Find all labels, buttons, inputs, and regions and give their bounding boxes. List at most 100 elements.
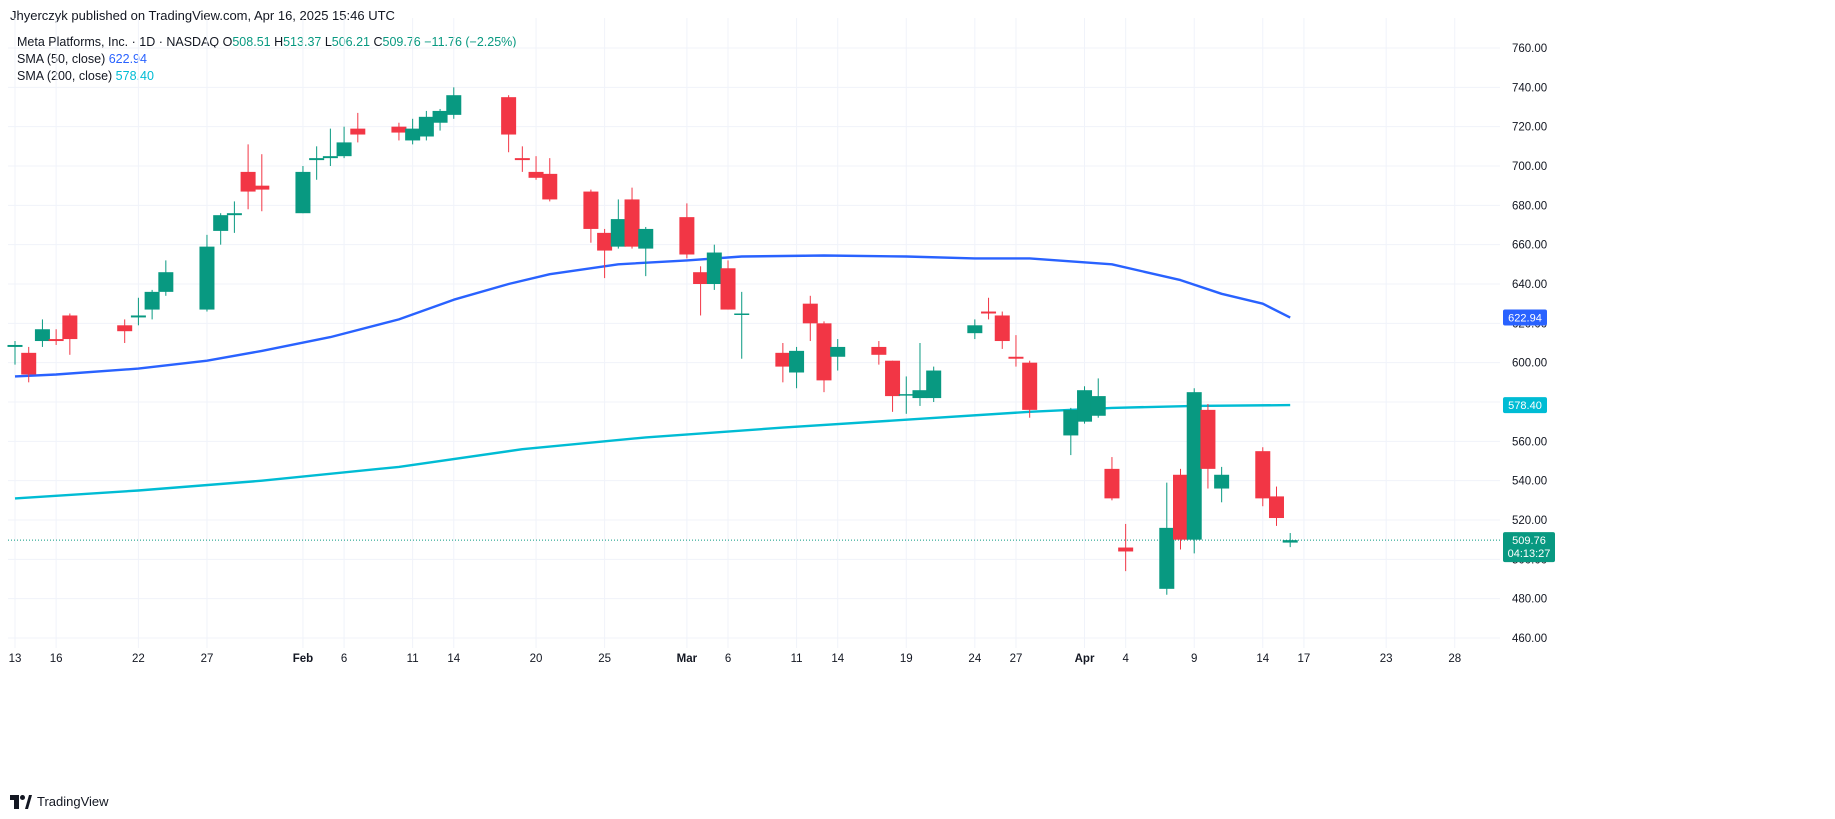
candle-body — [7, 344, 23, 347]
candle-body — [309, 158, 325, 161]
price-tick-label: 540.00 — [1512, 476, 1547, 488]
candle-body — [21, 352, 37, 375]
candle-body — [501, 97, 517, 135]
time-tick-label: 11 — [791, 653, 803, 665]
time-tick-label: 20 — [530, 653, 543, 665]
sma50-legend-row[interactable]: SMA (50, close) 622.94 — [17, 51, 516, 68]
time-tick-label: 28 — [1448, 653, 1461, 665]
candle-body — [226, 213, 242, 216]
candle-body — [158, 272, 174, 292]
time-tick-label: 27 — [201, 653, 214, 665]
candle-body — [871, 346, 887, 355]
sma50-value: 622.94 — [108, 52, 147, 66]
time-tick-label: 11 — [407, 653, 419, 665]
candle-body — [48, 339, 64, 342]
open-label: O — [222, 35, 233, 49]
price-tick-label: 680.00 — [1512, 200, 1547, 212]
time-tick-label: 25 — [598, 653, 611, 665]
candle-body — [432, 110, 448, 123]
candle-body — [542, 173, 558, 200]
candle-body — [610, 219, 626, 247]
candle-body — [1077, 390, 1093, 422]
candle-body — [1118, 547, 1134, 552]
candle-body — [130, 315, 146, 318]
high-value: 513.37 — [283, 35, 322, 49]
candle-body — [199, 246, 215, 310]
candle-body — [885, 360, 901, 397]
candle-body — [1255, 451, 1271, 499]
last-price-tag-value: 509.76 — [1512, 535, 1546, 547]
time-tick-label: 14 — [447, 653, 460, 665]
candle-body — [1022, 362, 1038, 410]
time-tick-label: 23 — [1380, 653, 1393, 665]
time-tick-label: Apr — [1075, 653, 1095, 665]
candle-body — [1104, 468, 1120, 499]
candle-body — [1214, 474, 1230, 489]
sma200-legend-row[interactable]: SMA (200, close) 578.40 — [17, 68, 516, 85]
close-label: C — [373, 35, 383, 49]
time-tick-label: 27 — [1010, 653, 1023, 665]
candle-body — [350, 128, 366, 135]
candle-body — [981, 311, 997, 314]
candle-body — [1268, 496, 1284, 519]
candle-body — [816, 323, 832, 381]
tradingview-logo-icon — [10, 794, 32, 809]
candle-body — [775, 352, 791, 367]
sma200-price-tag — [1503, 397, 1547, 414]
candle-body — [391, 126, 407, 133]
time-tick-label: 17 — [1298, 653, 1311, 665]
price-tick-label: 640.00 — [1512, 279, 1547, 291]
candle-body — [336, 142, 352, 157]
candle-body — [624, 199, 640, 247]
candle-body — [405, 128, 421, 141]
candle-body — [446, 95, 462, 115]
candle-body — [720, 268, 736, 310]
candle-body — [1063, 409, 1079, 436]
candle-body — [1173, 474, 1189, 540]
time-tick-label: 9 — [1191, 653, 1197, 665]
candle-body — [830, 346, 846, 357]
candle-body — [322, 156, 338, 159]
price-tick-label: 700.00 — [1512, 161, 1547, 173]
candle-body — [706, 252, 722, 284]
price-tick-label: 560.00 — [1512, 436, 1547, 448]
candle-body — [418, 116, 434, 137]
candle-body — [1090, 396, 1106, 416]
candle-body — [967, 325, 983, 334]
sma50-line — [14, 254, 1291, 378]
candle-body — [295, 171, 311, 214]
time-tick-label: 24 — [968, 653, 981, 665]
candle-body — [1200, 409, 1216, 469]
chart-grid — [8, 18, 1500, 648]
candle-body — [734, 313, 750, 315]
time-tick-label: Mar — [677, 653, 698, 665]
price-tick-label: 520.00 — [1512, 515, 1547, 527]
candle-body — [1186, 392, 1202, 540]
time-tick-label: 16 — [50, 653, 63, 665]
candle-body — [1008, 356, 1024, 359]
candle-body — [638, 228, 654, 249]
candles — [7, 87, 1298, 595]
time-tick-label: 14 — [1256, 653, 1269, 665]
price-tick-label: 760.00 — [1512, 43, 1547, 55]
time-tick-label: 4 — [1122, 653, 1129, 665]
sma-lines — [14, 254, 1291, 500]
price-tick-label: 740.00 — [1512, 82, 1547, 94]
price-tick-label: 720.00 — [1512, 122, 1547, 134]
price-tick-label: 480.00 — [1512, 594, 1547, 606]
time-tick-label: 6 — [725, 653, 731, 665]
time-tick-label: Feb — [293, 653, 313, 665]
time-axis: 13 16 22 27 Feb 6 11 14 20 25 Mar 6 11 14 19 24 27 Apr 4 9 1… — [9, 653, 1462, 665]
sma200-value: 578.40 — [115, 69, 154, 83]
sma50-price-tag-text: 622.94 — [1508, 313, 1542, 325]
price-tick-label: 600.00 — [1512, 358, 1547, 370]
published-by-text: Jhyerczyk published on TradingView.com, … — [10, 8, 395, 23]
candle-body — [994, 315, 1010, 342]
symbol-label: Meta Platforms, Inc. · 1D · NASDAQ — [17, 35, 220, 49]
candle-body — [117, 325, 133, 332]
footer-branding: TradingView — [10, 794, 109, 809]
candle-body — [583, 191, 599, 229]
candle-body — [926, 370, 942, 399]
sma50-price-tag — [1503, 309, 1547, 326]
